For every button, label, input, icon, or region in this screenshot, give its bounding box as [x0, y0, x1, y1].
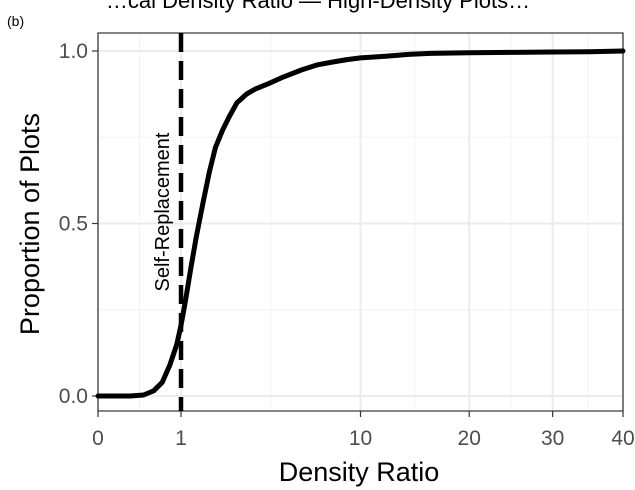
- x-tick-label: 40: [611, 427, 634, 450]
- y-tick-label: 1.0: [59, 40, 88, 63]
- panel-label: (b): [7, 13, 24, 29]
- x-tick-label: 10: [349, 427, 372, 450]
- grid-major: [97, 33, 624, 411]
- series-line: [95, 48, 626, 399]
- y-axis: 0.0 0.5 1.0: [59, 40, 98, 408]
- x-tick-label: 30: [541, 427, 564, 450]
- y-tick-label: 0.0: [59, 385, 88, 408]
- x-tick-label: 1: [175, 427, 187, 450]
- y-axis-title: Proportion of Plots: [15, 113, 45, 335]
- self-replacement-label: Self-Replacement: [152, 132, 174, 291]
- clipped-title-text: …cal Density Ratio — High-Density Plots…: [106, 0, 530, 13]
- x-axis-title: Density Ratio: [279, 457, 440, 487]
- y-tick-label: 0.5: [59, 213, 88, 236]
- x-tick-label: 20: [458, 427, 481, 450]
- x-tick-label: 0: [92, 427, 104, 450]
- x-axis: 0 1 10 20 30 40: [92, 411, 635, 450]
